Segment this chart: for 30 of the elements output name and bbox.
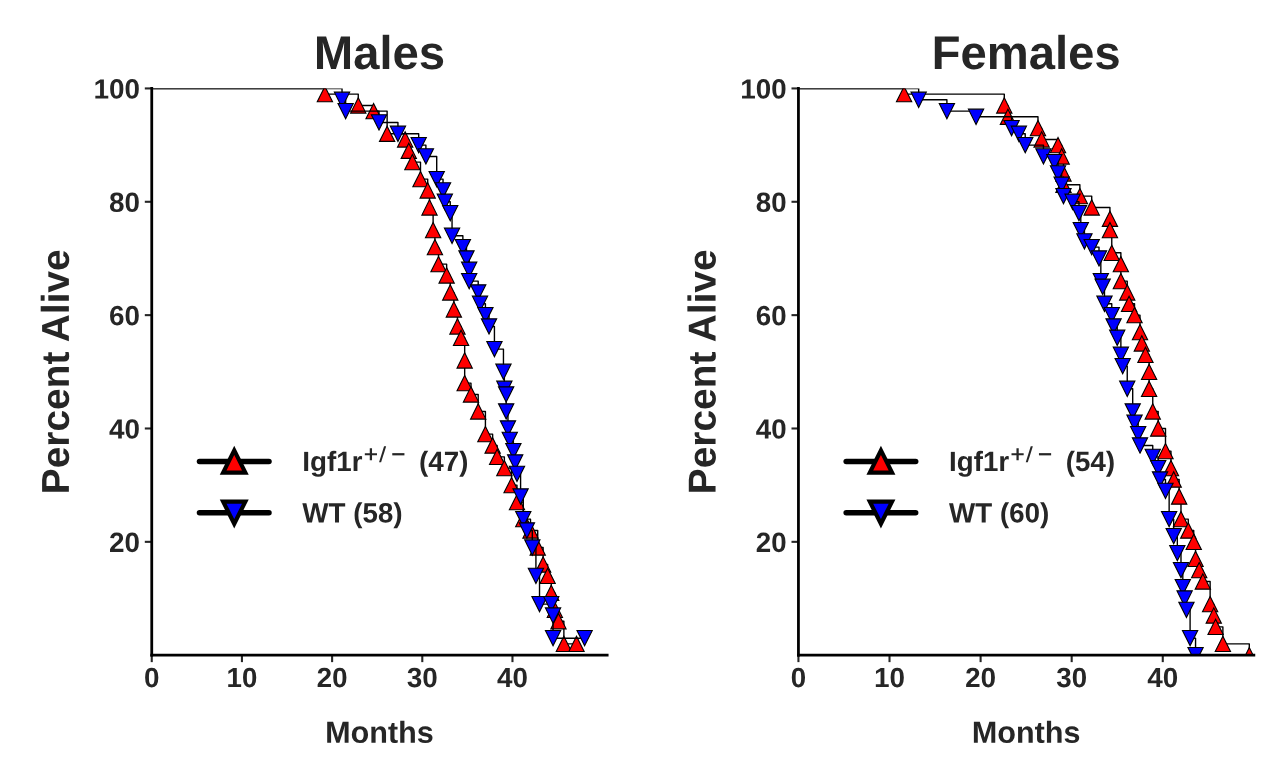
x-tick-label: 20 — [966, 667, 995, 688]
x-axis-title: Months — [327, 720, 433, 744]
chart-title: Females — [934, 34, 1119, 70]
y-tick-label: 80 — [109, 192, 139, 213]
y-tick-label: 100 — [95, 79, 139, 99]
y-axis-title: Percent Alive — [40, 250, 70, 492]
y-tick-label: 20 — [110, 532, 139, 553]
y-tick-label: 80 — [756, 192, 786, 213]
x-tick-label: 30 — [1056, 667, 1086, 688]
x-tick-label: 10 — [228, 667, 257, 688]
x-axis-title: Months — [973, 720, 1080, 744]
y-axis-title: Percent Alive — [687, 250, 716, 492]
y-tick-label: 20 — [756, 532, 786, 553]
x-tick-label: 0 — [145, 667, 159, 688]
x-tick-label: 0 — [791, 667, 806, 688]
legend-label: WT (60) — [949, 502, 1048, 529]
x-tick-label: 20 — [317, 667, 347, 688]
legend-label: Igf1r$^{+/−}$ (54) — [950, 446, 1114, 477]
x-tick-label: 10 — [875, 667, 904, 688]
x-tick-label: 40 — [1147, 667, 1178, 688]
y-tick-label: 40 — [109, 419, 139, 439]
y-tick-label: 60 — [756, 305, 786, 326]
legend-label: WT (58) — [302, 502, 402, 529]
x-tick-label: 30 — [407, 667, 437, 688]
y-tick-label: 40 — [756, 419, 786, 439]
x-tick-label: 40 — [497, 667, 527, 688]
y-tick-label: 100 — [742, 79, 786, 99]
legend-label: Igf1r$^{+/−}$ (47) — [304, 446, 468, 477]
y-tick-label: 60 — [110, 305, 139, 326]
chart-title: Males — [317, 34, 444, 70]
